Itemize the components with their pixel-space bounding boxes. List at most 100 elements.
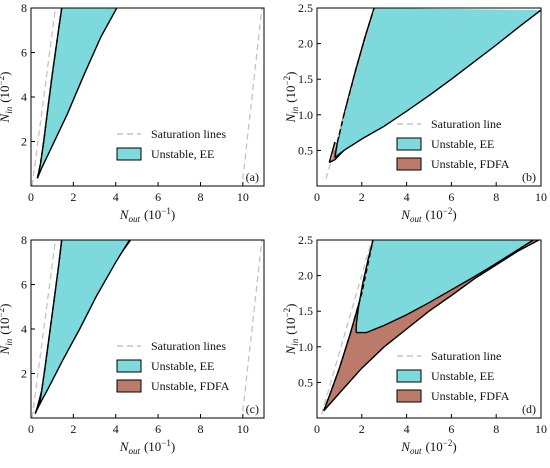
x-tick-label: 6 bbox=[155, 190, 161, 204]
y-tick-label: 6 bbox=[21, 278, 27, 292]
legend-swatch-ee bbox=[116, 359, 142, 373]
x-tick-label: 10 bbox=[535, 422, 547, 436]
legend-label-unstable-fdfa: Unstable, FDFA bbox=[431, 389, 510, 403]
panel-label: (d) bbox=[522, 402, 536, 416]
y-tick-label: 1.5 bbox=[298, 72, 313, 86]
legend-label-unstable-ee: Unstable, EE bbox=[431, 369, 494, 383]
legend-swatch-fdfa bbox=[396, 157, 422, 171]
axes-frame bbox=[316, 239, 542, 419]
legend-label-unstable-ee: Unstable, EE bbox=[151, 359, 214, 373]
legend-label-unstable-fdfa: Unstable, FDFA bbox=[431, 157, 510, 171]
left-boundary-dashed bbox=[38, 240, 63, 405]
y-axis-label: Nin(10−2) bbox=[0, 72, 14, 124]
saturation-line-2 bbox=[242, 240, 263, 412]
fdfa-upper-boundary bbox=[328, 141, 336, 163]
left-boundary-dashed bbox=[334, 8, 375, 158]
x-tick-label: 0 bbox=[314, 190, 320, 204]
x-axis-label: Nout (10−1) bbox=[119, 438, 175, 456]
y-tick-label: 8 bbox=[21, 1, 27, 15]
legend-swatch-ee bbox=[396, 369, 422, 383]
ee-region bbox=[334, 8, 541, 158]
panel-label: (b) bbox=[522, 170, 536, 184]
legend: Saturation line Unstable, EE Unstable, FDF… bbox=[396, 349, 510, 403]
legend: Saturation lines Unstable, EE Unstable, FD… bbox=[116, 339, 230, 393]
x-tick-label: 6 bbox=[448, 190, 454, 204]
left-boundary-dashed bbox=[323, 240, 374, 412]
legend-label-unstable-ee: Unstable, EE bbox=[151, 147, 214, 161]
x-tick-label: 10 bbox=[237, 422, 249, 436]
panel-3: 0 2 4 6 8 10 2 4 6 8 Nout(10−1) Nin(10−2) (c) Saturat… bbox=[0, 233, 265, 456]
x-tick-label: 2 bbox=[359, 190, 365, 204]
panel-1: 0 2 4 6 8 10 2 4 6 8 Nout(10−1) Nin(10−2) (a) Saturat… bbox=[0, 1, 265, 224]
x-tick-label: 0 bbox=[28, 190, 34, 204]
panel-label: (c) bbox=[246, 402, 259, 416]
plot-area bbox=[31, 240, 263, 418]
x-axis-label: Nout (10−1) bbox=[119, 206, 175, 224]
x-tick-label: 4 bbox=[113, 190, 119, 204]
legend-swatch-ee bbox=[116, 147, 142, 161]
ee-region bbox=[356, 240, 534, 333]
legend-swatch-fdfa bbox=[116, 379, 142, 393]
x-tick-label: 2 bbox=[70, 422, 76, 436]
legend-label-unstable-fdfa: Unstable, FDFA bbox=[151, 379, 230, 393]
panel-4: 0 2 4 6 8 10 0.5 1.0 1.5 2.0 2.5 Nout (10−2) Nin(10−2… bbox=[282, 233, 547, 456]
x-tick-label: 0 bbox=[314, 422, 320, 436]
legend-label-unstable-ee: Unstable, EE bbox=[431, 137, 494, 151]
y-tick-label: 6 bbox=[21, 46, 27, 60]
y-tick-label: 1.0 bbox=[298, 108, 313, 122]
ee-lower-boundary bbox=[36, 8, 118, 179]
y-axis-label: Nin(10−2) bbox=[282, 72, 300, 124]
legend: Saturation lines Unstable, EE bbox=[116, 127, 226, 161]
axes-frame bbox=[316, 7, 542, 187]
panel-label: (a) bbox=[246, 170, 259, 184]
ee-upper-boundary bbox=[36, 8, 63, 179]
y-tick-label: 4 bbox=[21, 90, 27, 104]
x-tick-label: 10 bbox=[237, 190, 249, 204]
y-axis-label: Nin(10−2) bbox=[0, 304, 14, 356]
x-tick-label: 0 bbox=[28, 422, 34, 436]
x-tick-label: 8 bbox=[197, 422, 203, 436]
y-tick-label: 2.0 bbox=[298, 37, 313, 51]
plot-area bbox=[320, 240, 540, 415]
y-tick-label: 2.5 bbox=[298, 1, 313, 15]
legend: Saturation line Unstable, EE Unstable, FDF… bbox=[396, 117, 510, 171]
legend-label-saturation-lines: Saturation lines bbox=[151, 127, 226, 141]
x-axis-label: Nout (10−2) bbox=[400, 438, 456, 456]
ee-lower-boundary bbox=[38, 240, 131, 405]
ee-lower-boundary bbox=[356, 240, 534, 334]
x-tick-label: 4 bbox=[404, 422, 410, 436]
y-tick-label: 4 bbox=[21, 322, 27, 336]
legend-label-saturation-line: Saturation line bbox=[431, 117, 501, 131]
x-tick-label: 10 bbox=[535, 190, 547, 204]
saturation-line-2 bbox=[242, 8, 263, 180]
x-tick-label: 2 bbox=[70, 190, 76, 204]
x-tick-label: 4 bbox=[404, 190, 410, 204]
x-tick-label: 6 bbox=[155, 422, 161, 436]
x-tick-label: 2 bbox=[359, 422, 365, 436]
legend-label-saturation-line: Saturation line bbox=[431, 349, 501, 363]
y-axis-label: Nin(10−2) bbox=[282, 304, 300, 356]
ee-region bbox=[37, 8, 117, 179]
y-tick-label: 1.0 bbox=[298, 340, 313, 354]
x-tick-label: 4 bbox=[113, 422, 119, 436]
x-tick-label: 8 bbox=[197, 190, 203, 204]
legend-label-saturation-lines: Saturation lines bbox=[151, 339, 226, 353]
saturation-line-1 bbox=[320, 240, 373, 415]
y-tick-label: 2 bbox=[21, 367, 27, 381]
y-tick-label: 8 bbox=[21, 233, 27, 247]
x-tick-label: 6 bbox=[448, 422, 454, 436]
panel-2: 0 2 4 6 8 10 0.5 1.0 1.5 2.0 2.5 Nout (10−2) Nin(10−2… bbox=[282, 1, 547, 224]
plot-area bbox=[325, 8, 541, 180]
y-tick-label: 0.5 bbox=[298, 375, 313, 389]
fdfa-lower-boundary bbox=[323, 240, 540, 412]
legend-swatch-fdfa bbox=[396, 389, 422, 403]
y-tick-label: 2.5 bbox=[298, 233, 313, 247]
ee-region bbox=[39, 240, 130, 405]
x-tick-label: 8 bbox=[493, 422, 499, 436]
legend-swatch-ee bbox=[396, 137, 422, 151]
y-tick-label: 1.5 bbox=[298, 304, 313, 318]
y-tick-label: 2 bbox=[21, 135, 27, 149]
y-tick-label: 2.0 bbox=[298, 269, 313, 283]
